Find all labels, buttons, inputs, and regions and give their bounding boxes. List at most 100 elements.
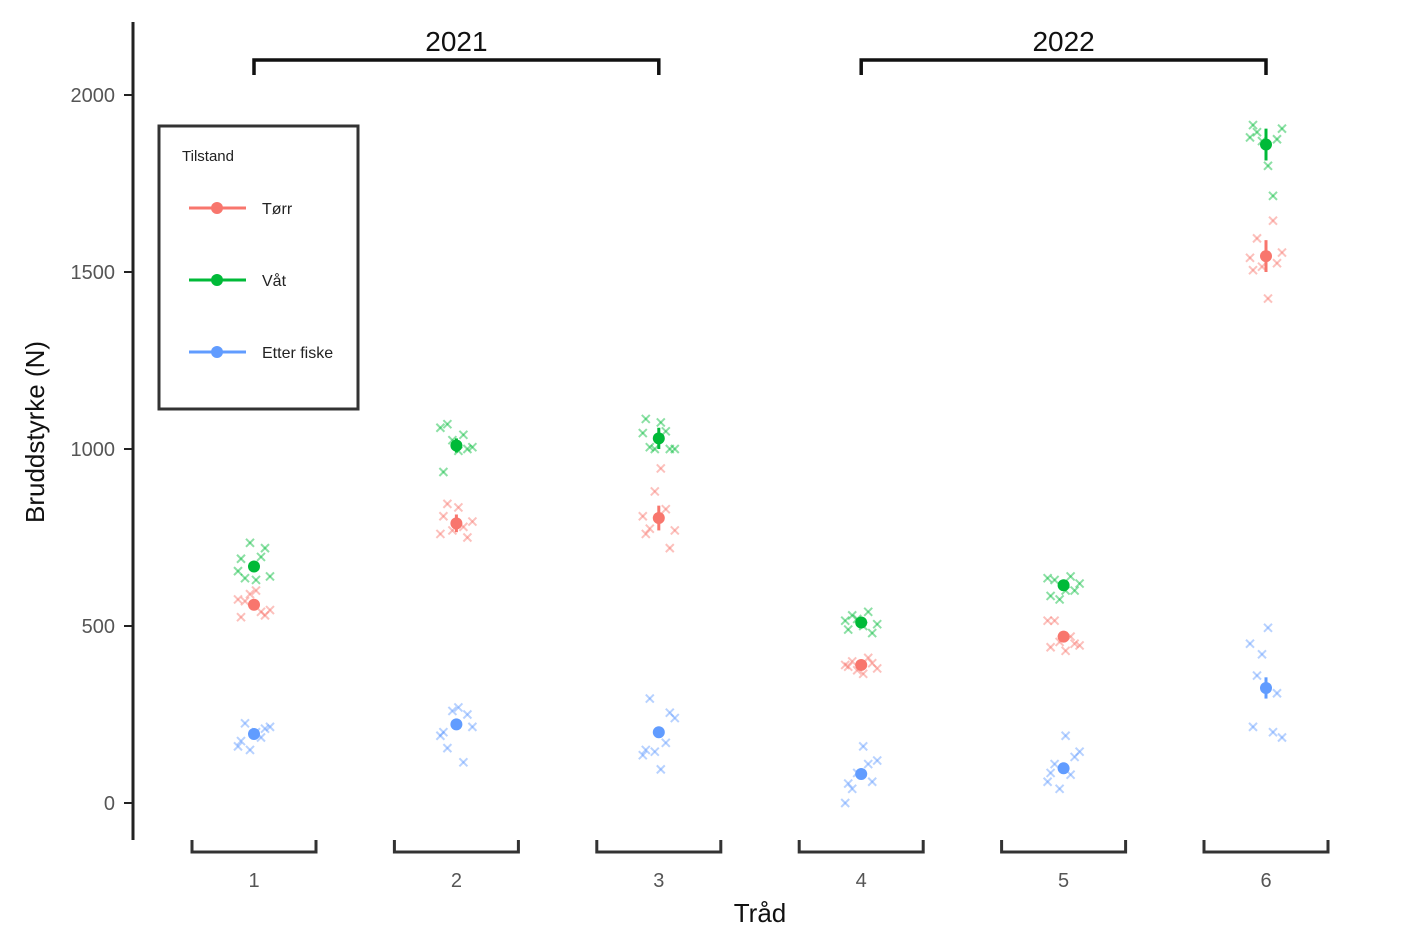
data-point bbox=[872, 755, 882, 766]
data-point bbox=[1049, 759, 1060, 769]
data-point bbox=[1245, 132, 1255, 143]
data-point bbox=[670, 444, 680, 454]
mean-point bbox=[450, 439, 463, 452]
year-label: 2022 bbox=[1032, 26, 1094, 57]
data-point bbox=[1277, 732, 1287, 743]
data-point bbox=[1074, 640, 1085, 651]
data-point bbox=[233, 566, 243, 576]
mean-point bbox=[855, 658, 868, 671]
mean-point bbox=[855, 616, 868, 629]
data-point bbox=[251, 575, 261, 585]
x-tick-label: 1 bbox=[248, 870, 259, 892]
data-point bbox=[462, 709, 473, 720]
data-point bbox=[867, 658, 877, 668]
data-point bbox=[1074, 746, 1085, 757]
x-tick-label: 4 bbox=[856, 870, 867, 892]
data-point bbox=[1042, 777, 1053, 787]
legend-entries: Tørr Våt Etter fiske bbox=[189, 201, 333, 362]
mean-point bbox=[652, 512, 665, 525]
data-point bbox=[645, 693, 655, 704]
data-point bbox=[1252, 127, 1262, 137]
x-category-bracket bbox=[190, 840, 318, 854]
mean-point bbox=[248, 598, 260, 611]
data-point bbox=[1272, 688, 1282, 698]
data-point bbox=[435, 529, 446, 539]
data-point bbox=[650, 486, 660, 497]
data-point bbox=[840, 660, 850, 670]
x-axis: 1 2 3 4 5 6 bbox=[190, 840, 1330, 892]
legend-entry: Etter fiske bbox=[189, 345, 333, 362]
data-point bbox=[641, 529, 651, 539]
data-point bbox=[656, 463, 666, 474]
data-point bbox=[265, 571, 275, 582]
data-point bbox=[438, 467, 449, 477]
year-bracket bbox=[252, 58, 661, 75]
data-point bbox=[872, 663, 882, 674]
legend-marker bbox=[211, 274, 223, 286]
y-tick-label: 1500 bbox=[71, 262, 116, 284]
data-point bbox=[1263, 293, 1273, 304]
data-point bbox=[260, 543, 270, 553]
data-point bbox=[1049, 615, 1060, 626]
x-axis-title: Tråd bbox=[734, 898, 787, 928]
data-point bbox=[462, 532, 473, 543]
data-point bbox=[1045, 591, 1056, 601]
data-point bbox=[645, 523, 655, 534]
data-point bbox=[1060, 646, 1071, 656]
data-point bbox=[843, 662, 853, 672]
data-point bbox=[245, 745, 255, 755]
data-point bbox=[641, 745, 651, 755]
data-point bbox=[1252, 233, 1262, 244]
data-point bbox=[1045, 642, 1056, 652]
data-point bbox=[863, 607, 873, 617]
data-point bbox=[641, 414, 651, 424]
data-point bbox=[251, 585, 261, 596]
data-point bbox=[665, 543, 675, 553]
data-point bbox=[656, 764, 666, 775]
data-point bbox=[638, 750, 648, 760]
data-point bbox=[462, 444, 473, 454]
data-point bbox=[438, 511, 449, 521]
mean-point bbox=[652, 432, 665, 445]
data-point bbox=[1054, 594, 1065, 605]
legend-label: Etter fiske bbox=[262, 345, 333, 362]
data-point bbox=[661, 426, 671, 437]
data-point bbox=[1065, 571, 1076, 582]
data-point bbox=[467, 722, 478, 732]
data-point bbox=[670, 713, 680, 723]
mean-point bbox=[855, 767, 868, 780]
data-point bbox=[236, 612, 246, 622]
data-point bbox=[847, 784, 857, 794]
data-point bbox=[240, 718, 250, 729]
mean-point bbox=[248, 727, 260, 740]
data-point bbox=[840, 798, 850, 808]
data-point bbox=[467, 442, 478, 452]
data-point bbox=[447, 706, 458, 716]
data-point bbox=[843, 624, 853, 635]
data-point bbox=[435, 731, 446, 741]
data-point bbox=[1272, 258, 1282, 268]
data-point bbox=[1245, 253, 1255, 263]
data-point bbox=[236, 554, 246, 564]
mean-point bbox=[1057, 579, 1070, 592]
data-point bbox=[240, 573, 250, 583]
legend-entry: Våt bbox=[189, 272, 287, 290]
data-point bbox=[1042, 615, 1053, 626]
x-tick-label: 5 bbox=[1058, 870, 1069, 892]
x-tick-label: 6 bbox=[1260, 870, 1271, 892]
data-point bbox=[1248, 265, 1258, 275]
data-point bbox=[442, 743, 453, 753]
mean-point bbox=[1260, 681, 1272, 694]
data-point bbox=[858, 741, 868, 752]
data-point bbox=[867, 777, 877, 787]
data-point bbox=[863, 759, 873, 769]
data-point bbox=[1074, 578, 1085, 589]
mean-point bbox=[652, 726, 665, 739]
mean-point bbox=[450, 718, 463, 731]
data-point bbox=[1069, 585, 1080, 596]
data-point bbox=[435, 423, 446, 433]
x-tick-label: 2 bbox=[451, 870, 462, 892]
data-point bbox=[1248, 120, 1258, 130]
y-axis: 0 500 1000 1500 2000 bbox=[71, 22, 135, 840]
